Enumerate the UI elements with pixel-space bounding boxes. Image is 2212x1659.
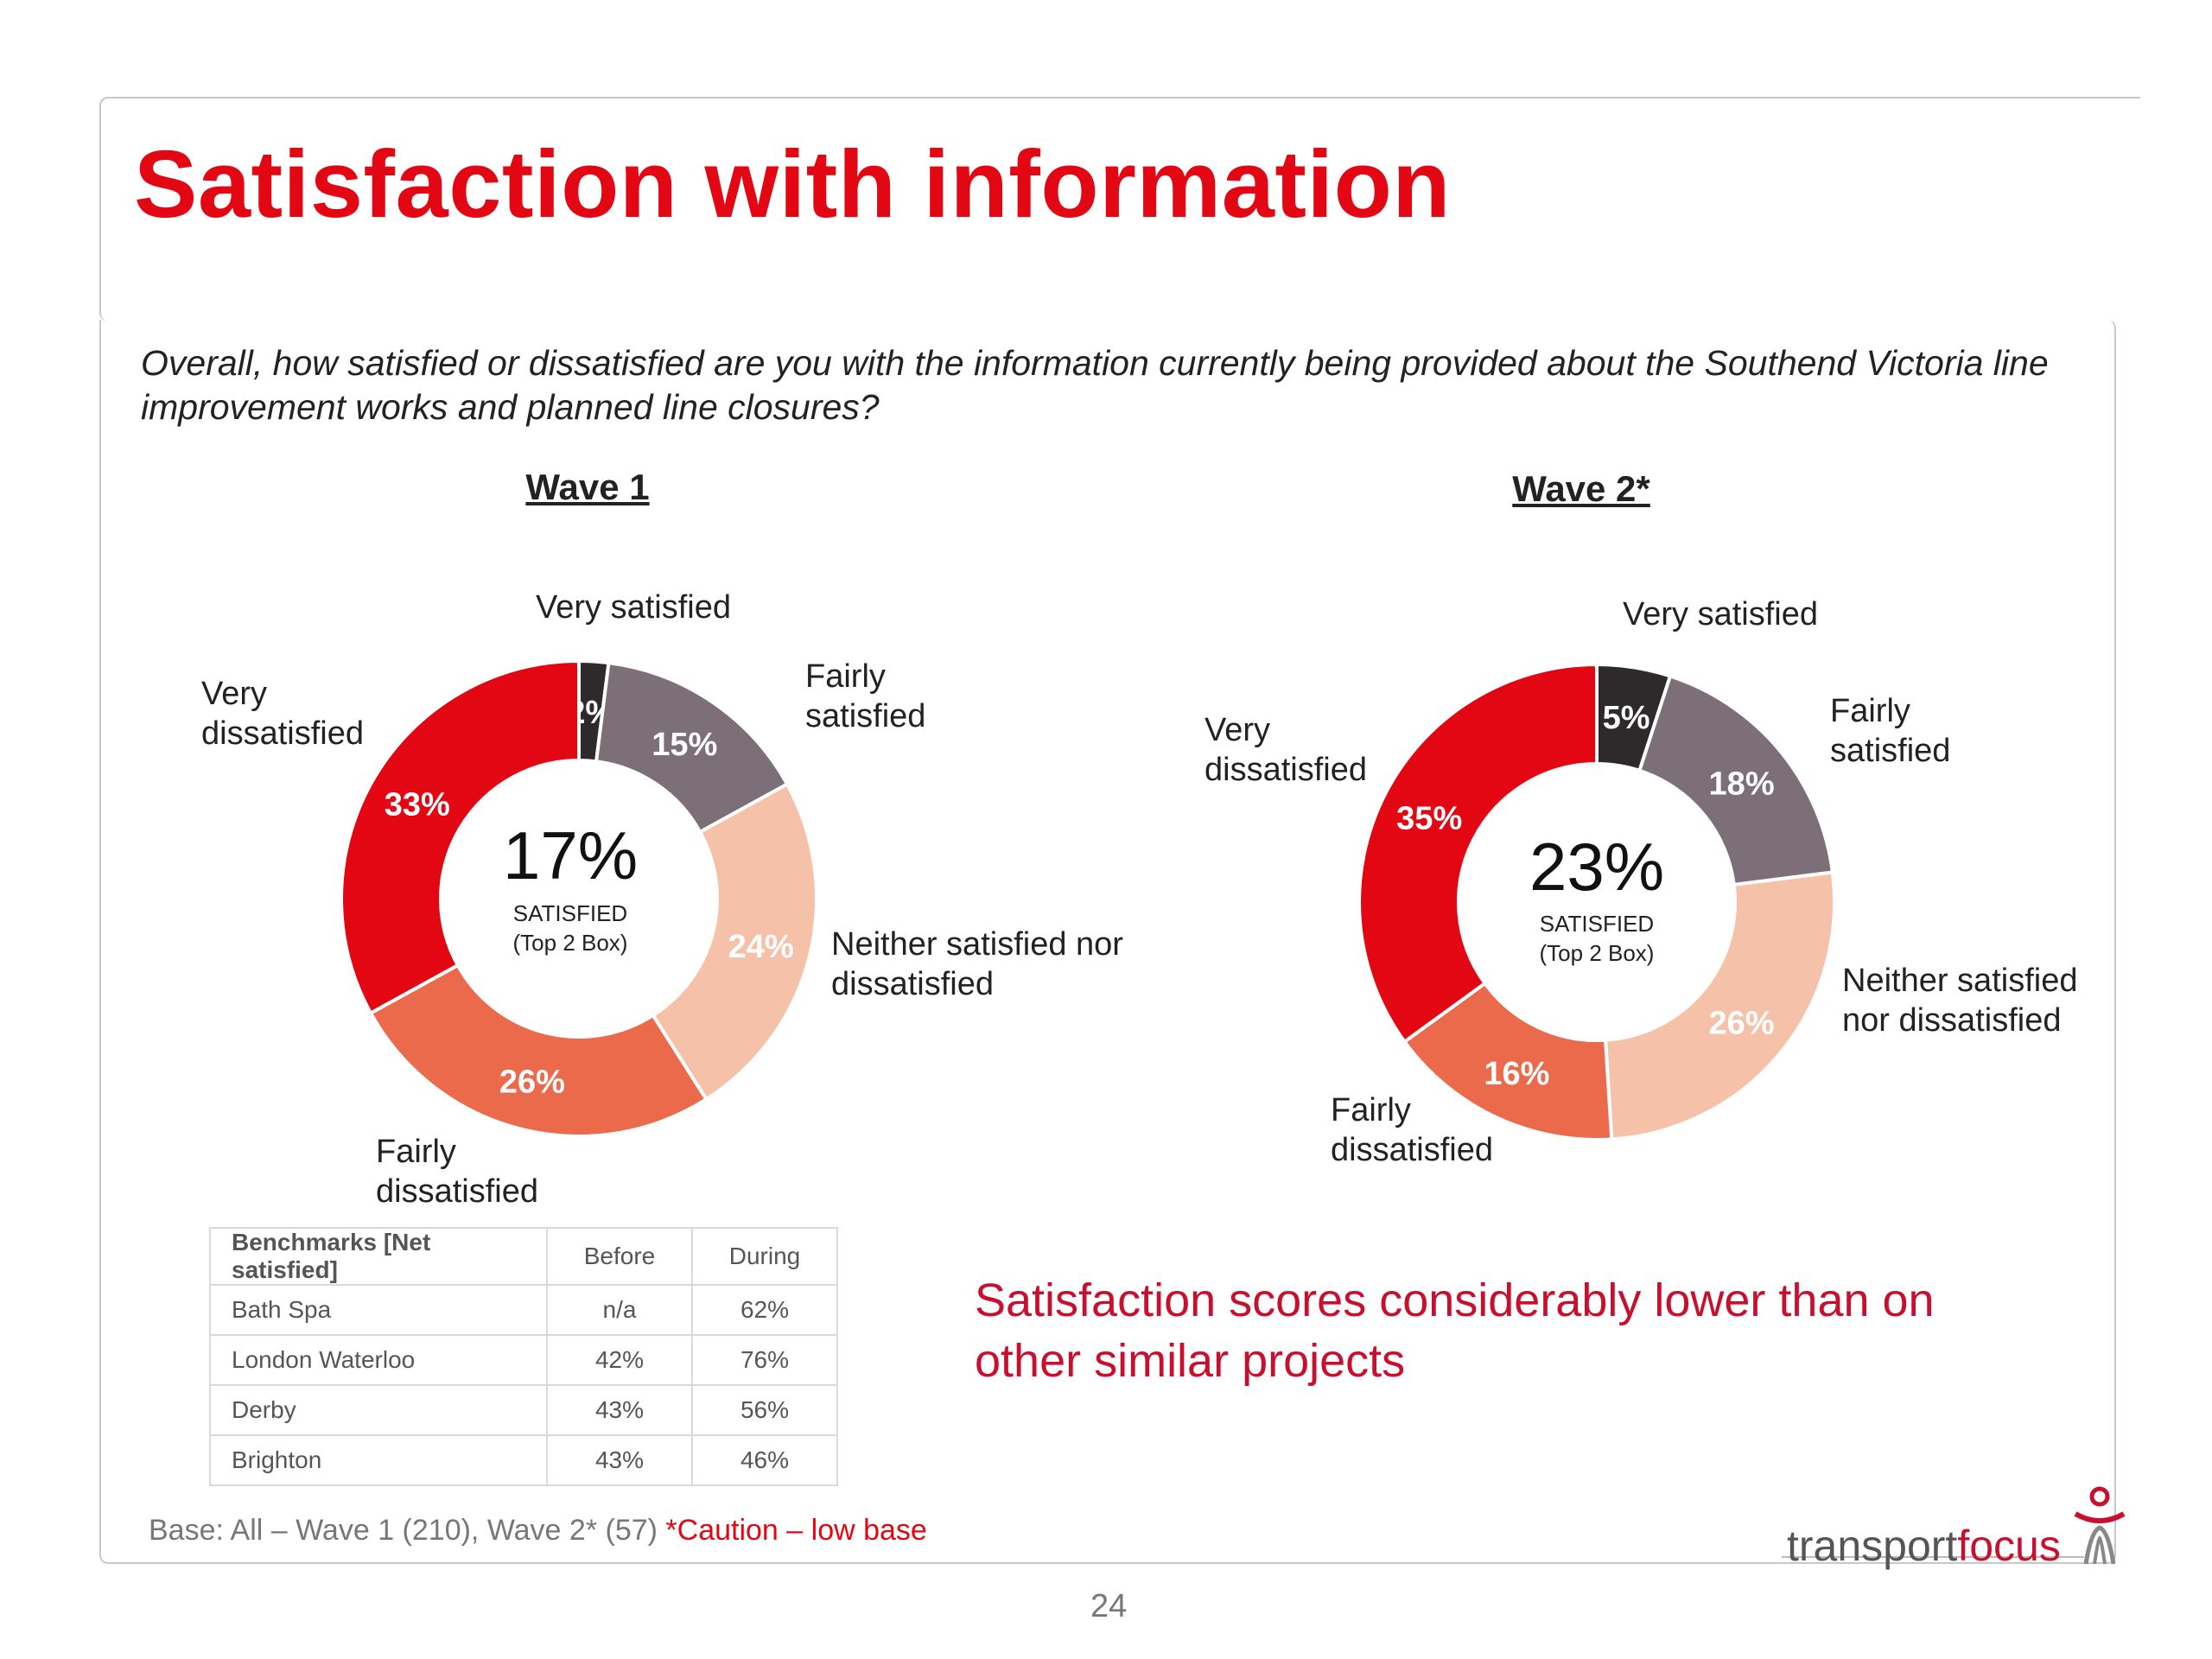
- benchmark-before: 43%: [546, 1434, 693, 1486]
- benchmarks-header-before: Before: [546, 1227, 693, 1286]
- wave2-value-label-fairly-dissatisfied: 16%: [1484, 1056, 1549, 1092]
- page-number: 24: [1090, 1588, 1128, 1624]
- wave1-title: Wave 1: [525, 467, 650, 507]
- wave1-label-fairly-satisfied: Fairly satisfied: [805, 657, 925, 736]
- benchmarks-header-row: Benchmarks [Net satisfied] Before During: [209, 1227, 838, 1286]
- benchmark-name: Brighton: [209, 1434, 548, 1486]
- transport-focus-logo-icon: [1782, 1486, 2126, 1565]
- benchmark-name: Derby: [209, 1384, 548, 1436]
- wave2-label-fairly-satisfied-l2: satisfied: [1830, 733, 1951, 769]
- wave1-label-very-dissatisfied: Very dissatisfied: [201, 674, 364, 753]
- wave1-label-fairly-dissatisfied-l2: dissatisfied: [376, 1173, 538, 1210]
- wave1-label-fairly-dissatisfied: Fairly dissatisfied: [376, 1132, 538, 1211]
- callout-text: Satisfaction scores considerably lower t…: [975, 1274, 1935, 1387]
- wave1-value-label-very-dissatisfied: 33%: [385, 786, 450, 823]
- wave1-slice-neither: [650, 781, 818, 1102]
- wave2-value-label-very-satisfied: 5%: [1603, 700, 1650, 736]
- logo-text-transport: transport: [1787, 1522, 1958, 1570]
- wave1-value-label-fairly-satisfied: 15%: [652, 727, 717, 763]
- benchmark-during: 46%: [691, 1434, 838, 1486]
- wave2-center-label-1: SATISFIED: [1539, 911, 1655, 937]
- wave2-value-label-neither: 26%: [1709, 1006, 1775, 1042]
- wave2-label-fairly-satisfied: Fairly satisfied: [1830, 691, 1950, 771]
- wave1-center-label-1: SATISFIED: [512, 900, 628, 926]
- table-row: London Waterloo 42% 76%: [209, 1334, 838, 1386]
- title-frame: [99, 97, 2140, 321]
- base-warning: *Caution – low base: [665, 1514, 927, 1547]
- wave2-label-fairly-dissatisfied-l2: dissatisfied: [1331, 1132, 1493, 1168]
- wave2-center-label-2: (Top 2 Box): [1539, 940, 1655, 966]
- benchmarks-header-name: Benchmarks [Net satisfied]: [209, 1227, 548, 1286]
- wave1-donut-chart: 2%15%24%26%33%: [340, 658, 818, 1138]
- wave1-label-very-dissatisfied-l2: dissatisfied: [201, 715, 364, 752]
- benchmark-during: 56%: [691, 1384, 838, 1436]
- table-row: Derby 43% 56%: [209, 1384, 838, 1436]
- content-frame: [99, 320, 2116, 1564]
- wave2-label-very-dissatisfied: Very dissatisfied: [1205, 710, 1367, 790]
- wave2-label-fairly-dissatisfied-l1: Fairly: [1331, 1092, 1411, 1128]
- wave2-label-very-satisfied: Very satisfied: [1623, 596, 1818, 632]
- wave1-label-very-satisfied: Very satisfied: [536, 589, 731, 626]
- wave2-slice-fairly-satisfied: [1637, 673, 1835, 887]
- wave2-value-label-very-dissatisfied: 35%: [1396, 800, 1462, 836]
- benchmark-during: 62%: [691, 1284, 838, 1336]
- benchmark-name: London Waterloo: [209, 1334, 548, 1386]
- wave1-center-value: 17%: [502, 817, 639, 893]
- benchmarks-header-during: During: [691, 1227, 838, 1286]
- wave2-label-fairly-dissatisfied: Fairly dissatisfied: [1331, 1090, 1493, 1170]
- wave1-slice-very-dissatisfied: [340, 658, 581, 1016]
- wave1-label-neither-l2: dissatisfied: [831, 966, 994, 1002]
- wave2-label-neither-l1: Neither satisfied: [1842, 963, 2078, 999]
- wave2-slice-fairly-dissatisfied: [1402, 981, 1614, 1141]
- wave2-label-neither-l2: nor dissatisfied: [1842, 1002, 2062, 1039]
- benchmark-during: 76%: [691, 1334, 838, 1386]
- wave2-donut-chart: 5% 18% 26% 16% 35%: [1357, 662, 1836, 1141]
- base-text: Base: All – Wave 1 (210), Wave 2* (57): [149, 1514, 658, 1547]
- benchmarks-table: Benchmarks [Net satisfied] Before During…: [209, 1227, 838, 1486]
- wave2-center-label: SATISFIED (Top 2 Box): [1540, 909, 1655, 968]
- wave2-title: Wave 2*: [1512, 468, 1650, 509]
- wave1-label-fairly-dissatisfied-l1: Fairly: [376, 1134, 456, 1170]
- wave1-center-label-2: (Top 2 Box): [512, 930, 628, 956]
- benchmark-before: n/a: [546, 1284, 693, 1336]
- wave1-label-fairly-satisfied-l1: Fairly: [805, 658, 886, 695]
- wave2-slice-neither: [1603, 870, 1836, 1141]
- wave1-slice-fairly-dissatisfied: [368, 963, 709, 1138]
- wave2-label-very-dissatisfied-l2: dissatisfied: [1205, 752, 1367, 788]
- base-note: Base: All – Wave 1 (210), Wave 2* (57) *…: [149, 1514, 927, 1548]
- logo-text: transportfocus: [1787, 1521, 2061, 1571]
- wave1-label-neither-l1: Neither satisfied nor: [831, 926, 1123, 963]
- wave2-label-neither: Neither satisfied nor dissatisfied: [1842, 961, 2077, 1040]
- benchmark-before: 42%: [546, 1334, 693, 1386]
- survey-question: Overall, how satisfied or dissatisfied a…: [141, 343, 2049, 427]
- page-title: Satisfaction with information: [134, 131, 1451, 238]
- wave2-center-value: 23%: [1529, 829, 1665, 905]
- wave2-label-fairly-satisfied-l1: Fairly: [1830, 693, 1910, 729]
- wave1-label-fairly-satisfied-l2: satisfied: [805, 698, 926, 734]
- benchmark-before: 43%: [546, 1384, 693, 1436]
- wave1-label-neither: Neither satisfied nor dissatisfied: [831, 925, 1123, 1004]
- wave2-label-very-dissatisfied-l1: Very: [1205, 712, 1271, 748]
- wave1-value-label-fairly-dissatisfied: 26%: [499, 1065, 565, 1101]
- wave2-slice-very-dissatisfied: [1357, 662, 1599, 1045]
- wave2-value-label-fairly-satisfied: 18%: [1709, 766, 1775, 802]
- wave1-value-label-neither: 24%: [728, 929, 794, 965]
- benchmark-name: Bath Spa: [209, 1284, 548, 1336]
- logo-text-focus: focus: [1957, 1522, 2061, 1570]
- wave1-center-label: SATISFIED (Top 2 Box): [513, 899, 628, 957]
- table-row: Bath Spa n/a 62%: [209, 1284, 838, 1336]
- table-row: Brighton 43% 46%: [209, 1434, 838, 1486]
- wave1-label-very-dissatisfied-l1: Very: [201, 676, 268, 712]
